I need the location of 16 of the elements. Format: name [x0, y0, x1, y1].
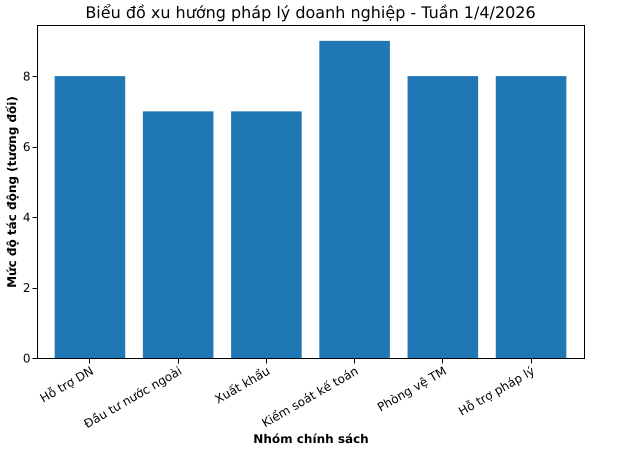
bar — [231, 111, 302, 358]
bar — [408, 76, 478, 358]
x-axis-title: Nhóm chính sách — [253, 432, 369, 446]
bar — [54, 76, 126, 358]
y-tick-label: 0 — [22, 352, 30, 366]
x-tick-label: Xuất khẩu — [212, 364, 272, 406]
bar — [142, 111, 214, 358]
bar — [496, 76, 566, 358]
y-tick-label: 2 — [22, 281, 30, 296]
y-axis-title: Mức độ tác động (tương đối) — [4, 96, 19, 288]
bar — [319, 40, 390, 358]
chart-title: Biểu đồ xu hướng pháp lý doanh nghiệp - Tuần 1/4/2026 — [85, 3, 536, 22]
y-tick-label: 8 — [22, 70, 30, 84]
y-tick-label: 4 — [22, 210, 30, 225]
x-tick-label: Hỗ trợ DN — [38, 364, 96, 406]
y-tick-label: 6 — [22, 140, 30, 154]
